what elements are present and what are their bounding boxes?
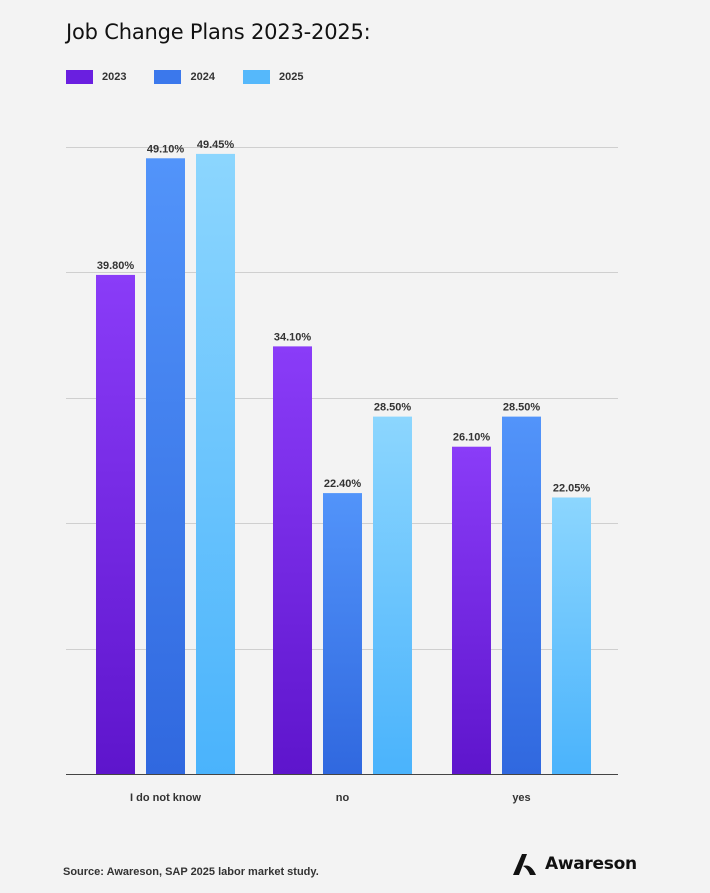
- bar-2025-2: [552, 497, 591, 774]
- data-label-2025-2: 22.05%: [553, 482, 591, 494]
- legend-item-2023: 2023: [66, 70, 126, 84]
- bar-2025-0: [196, 153, 235, 775]
- awareson-logo-icon: [513, 854, 536, 875]
- bar-2023-1: [273, 346, 312, 774]
- bar-2024-0: [146, 158, 185, 774]
- data-label-2023-0: 39.80%: [97, 260, 135, 272]
- legend-label-2024: 2024: [190, 71, 215, 83]
- x-tick-label-0: I do not know: [130, 792, 201, 804]
- brand: Awareson: [509, 850, 637, 878]
- legend-label-2023: 2023: [102, 71, 127, 83]
- data-label-2023-1: 34.10%: [274, 331, 312, 343]
- legend-item-2025: 2025: [242, 70, 304, 84]
- legend-label-2025: 2025: [278, 71, 304, 83]
- data-label-2023-2: 26.10%: [453, 432, 491, 444]
- bar-2024-1: [323, 493, 362, 774]
- data-label-2024-0: 49.10%: [147, 143, 185, 155]
- bar-2023-2: [452, 446, 491, 774]
- chart-title: Job Change Plans 2023-2025:: [66, 20, 371, 44]
- data-label-2025-0: 49.45%: [197, 139, 235, 151]
- bar-2025-1: [373, 416, 412, 774]
- bar-2023-0: [96, 274, 135, 774]
- x-tick-label-1: no: [336, 792, 350, 804]
- legend-item-2024: 2024: [154, 70, 215, 84]
- brand-name: Awareson: [545, 854, 637, 874]
- legend-swatch-2025: [242, 70, 270, 84]
- data-label-2025-1: 28.50%: [374, 402, 412, 414]
- bar-2024-2: [502, 416, 541, 774]
- legend-swatch-2023: [66, 70, 93, 84]
- source-note: Source: Awareson, SAP 2025 labor market …: [63, 866, 319, 878]
- legend-swatch-2024: [154, 70, 182, 84]
- data-label-2024-2: 28.50%: [503, 402, 541, 414]
- x-tick-label-2: yes: [512, 792, 530, 804]
- legend: 2023 2024 2025: [66, 70, 331, 84]
- data-label-2024-1: 22.40%: [324, 478, 362, 490]
